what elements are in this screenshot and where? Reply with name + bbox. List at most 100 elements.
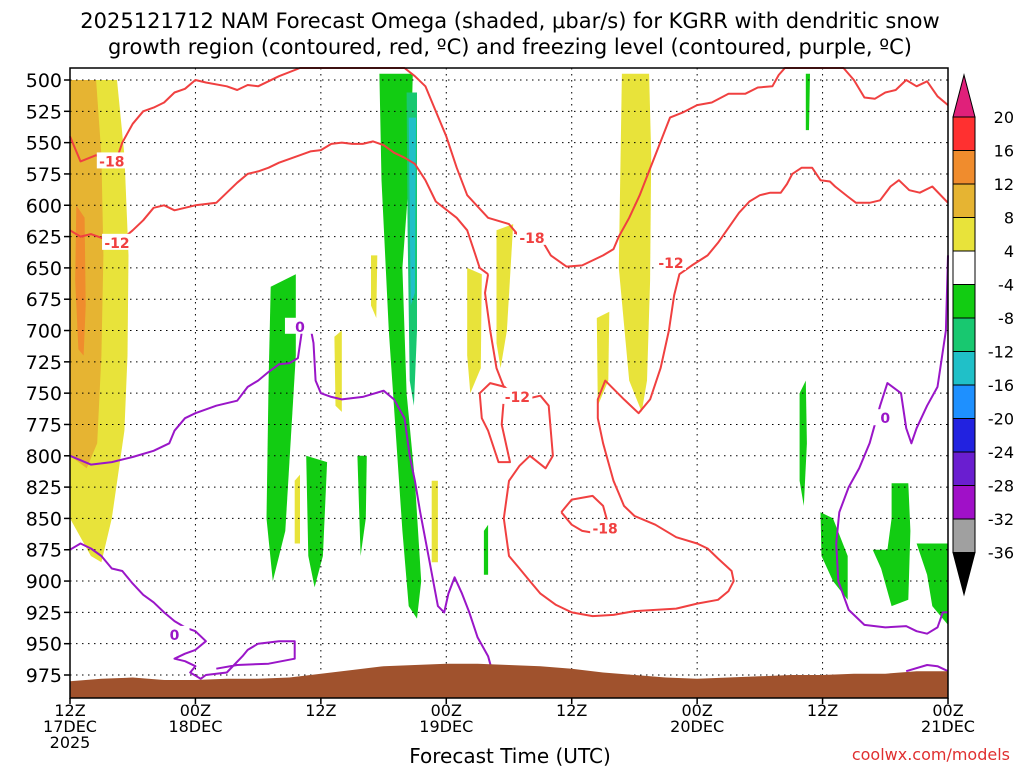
isotherm-minus12-lower-label: -12 (658, 256, 683, 272)
colorbar-bin-2 (952, 183, 976, 218)
omega-region-1 (70, 80, 104, 469)
isotherm-minus18-upper-label-bg (96, 152, 127, 169)
x-tick-label-0-1: 12Z (54, 701, 85, 720)
contour-layer: -18 -18 -12 -12 -12 -18 0 0 0 (69, 67, 949, 680)
colorbar-bin-5 (952, 284, 976, 319)
omega-region-3 (266, 274, 296, 582)
isotherm-minus12-upper (69, 140, 489, 276)
omega-region-11 (371, 255, 378, 318)
y-tick-label-850: 850 (26, 508, 62, 530)
chart-title-line1: 2025121712 NAM Forecast Omega (shaded, μ… (80, 9, 939, 33)
y-tick-label-750: 750 (26, 383, 62, 405)
colorbar-label-4: 4 (1004, 242, 1014, 261)
colorbar-label-0: 20 (994, 108, 1014, 127)
colorbar-bin-6 (952, 317, 976, 352)
omega-region-9 (334, 330, 342, 412)
isotherm-minus12-lower (484, 166, 949, 618)
colorbar-label-6: -8 (998, 309, 1014, 328)
freezing-level-left-label: 0 (295, 320, 305, 336)
credit-text: coolwx.com/models (852, 745, 1010, 764)
omega-region-21 (916, 543, 948, 625)
y-tick-label-600: 600 (26, 195, 62, 217)
omega-region-17 (483, 524, 489, 575)
freezing-level-bottom-left (69, 542, 296, 680)
isotherm-minus18-mid-label-bg (516, 228, 547, 245)
y-tick-label-950: 950 (26, 634, 62, 656)
y-tick-label-550: 550 (26, 133, 62, 155)
freezing-level-bottom-left-label-bg (159, 625, 190, 642)
colorbar-bin-11 (952, 485, 976, 520)
colorbar-label-8: -16 (988, 376, 1014, 395)
colorbar-bin-1 (952, 150, 976, 185)
y-tick-label-900: 900 (26, 571, 62, 593)
x-tick-label-12-2: 18DEC (168, 717, 222, 736)
isotherm-minus12-pocket-label-bg (502, 387, 533, 404)
colorbar-label-2: 12 (994, 175, 1014, 194)
freezing-level-right-label: 0 (880, 411, 890, 427)
colorbar-label-9: -20 (988, 410, 1014, 429)
y-tick-label-500: 500 (26, 70, 62, 92)
isotherm-minus12-pocket (478, 382, 511, 464)
freezing-level-right-label-bg (870, 409, 901, 426)
y-tick-label-575: 575 (26, 164, 62, 186)
isotherm-minus12-upper-label: -12 (104, 236, 129, 252)
x-tick-label-60-2: 20DEC (670, 717, 724, 736)
colorbar-label-11: -28 (988, 477, 1014, 496)
colorbar-bottom-cap (952, 552, 976, 597)
y-tick-label-525: 525 (26, 101, 62, 123)
omega-region-5 (357, 455, 367, 556)
colorbar-label-12: -32 (988, 510, 1014, 529)
plot-frame (69, 67, 949, 699)
freezing-level-bottom-left-label: 0 (170, 628, 180, 644)
colorbar-label-7: -12 (988, 343, 1014, 362)
isotherm-minus18-pocket-label: -18 (593, 521, 618, 537)
colorbar-bin-4 (952, 250, 976, 285)
colorbar-label-3: 8 (1004, 209, 1014, 228)
isotherm-minus18-mid (513, 67, 949, 268)
omega-region-20 (872, 483, 911, 607)
pressure-axis: 500 525 550 575 600 625 650 675 700 725 750 775 800 8… (26, 70, 70, 687)
omega-region-10 (294, 474, 300, 544)
colorbar: 20 16 12 8 4 -4 -8 -12 -16 -20 -24 -28 -32 -36 (952, 73, 1014, 597)
isotherm-minus18-upper (69, 67, 521, 238)
colorbar-top-cap (952, 73, 976, 118)
isotherm-minus18-pocket-label-bg (590, 519, 621, 536)
isotherm-minus18-upper-label: -18 (99, 154, 124, 170)
colorbar-bin-3 (952, 217, 976, 252)
y-tick-label-975: 975 (26, 665, 62, 687)
omega-region-12 (431, 480, 438, 563)
x-tick-label-36-2: 19DEC (419, 717, 473, 736)
y-tick-label-725: 725 (26, 352, 62, 374)
isotherm-minus18-mid-label: -18 (519, 231, 544, 247)
x-tick-label-48-1: 12Z (556, 701, 587, 720)
colorbar-bin-8 (952, 384, 976, 419)
y-tick-label-925: 925 (26, 602, 62, 624)
colorbar-bin-12 (952, 518, 976, 553)
plot-area: -18 -18 -12 -12 -12 -18 0 0 0 (69, 67, 949, 699)
isotherm-minus12-pocket-label: -12 (505, 390, 530, 406)
x-tick-label-60-1: 00Z (681, 701, 712, 720)
x-tick-label-24-1: 12Z (305, 701, 336, 720)
y-tick-label-700: 700 (26, 321, 62, 343)
omega-region-4 (306, 455, 328, 588)
colorbar-bin-10 (952, 451, 976, 486)
colorbar-bin-0 (952, 116, 976, 151)
isotherm-minus12-lower-label-bg (656, 253, 687, 270)
y-tick-label-650: 650 (26, 258, 62, 280)
colorbar-label-13: -36 (988, 544, 1014, 563)
isotherm-minus12-upper-label-bg (102, 233, 133, 250)
y-tick-label-800: 800 (26, 446, 62, 468)
omega-region-16 (618, 73, 652, 412)
x-axis-label: Forecast Time (UTC) (409, 744, 611, 768)
omega-region-22 (805, 73, 810, 131)
terrain-ground (70, 663, 948, 698)
colorbar-bin-7 (952, 351, 976, 386)
x-tick-label-0-3: 2025 (50, 733, 91, 752)
omega-region-18 (799, 380, 807, 506)
colorbar-label-1: 16 (994, 142, 1014, 161)
freezing-level-left-label-bg (284, 317, 315, 334)
y-tick-label-625: 625 (26, 227, 62, 249)
y-tick-label-675: 675 (26, 289, 62, 311)
